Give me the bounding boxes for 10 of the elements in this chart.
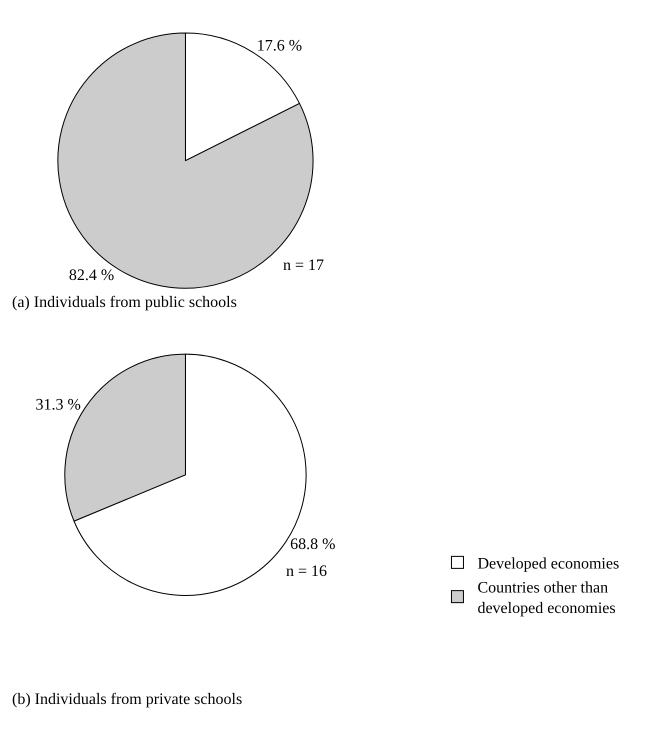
- text: n = 17: [283, 257, 324, 274]
- data-label: 17.6 %: [256, 37, 302, 54]
- text: (b) Individuals from private schools: [12, 691, 242, 708]
- legend-label: Developed economies: [477, 556, 620, 573]
- legend-label: Countries other than developed economies: [477, 579, 616, 618]
- text: n = 16: [286, 563, 328, 580]
- data-label: 82.4 %: [68, 266, 114, 284]
- data-label: 31.3 %: [36, 396, 81, 414]
- text: (a) Individuals from public schools: [12, 294, 237, 311]
- data-label: 68.8 %: [290, 536, 336, 553]
